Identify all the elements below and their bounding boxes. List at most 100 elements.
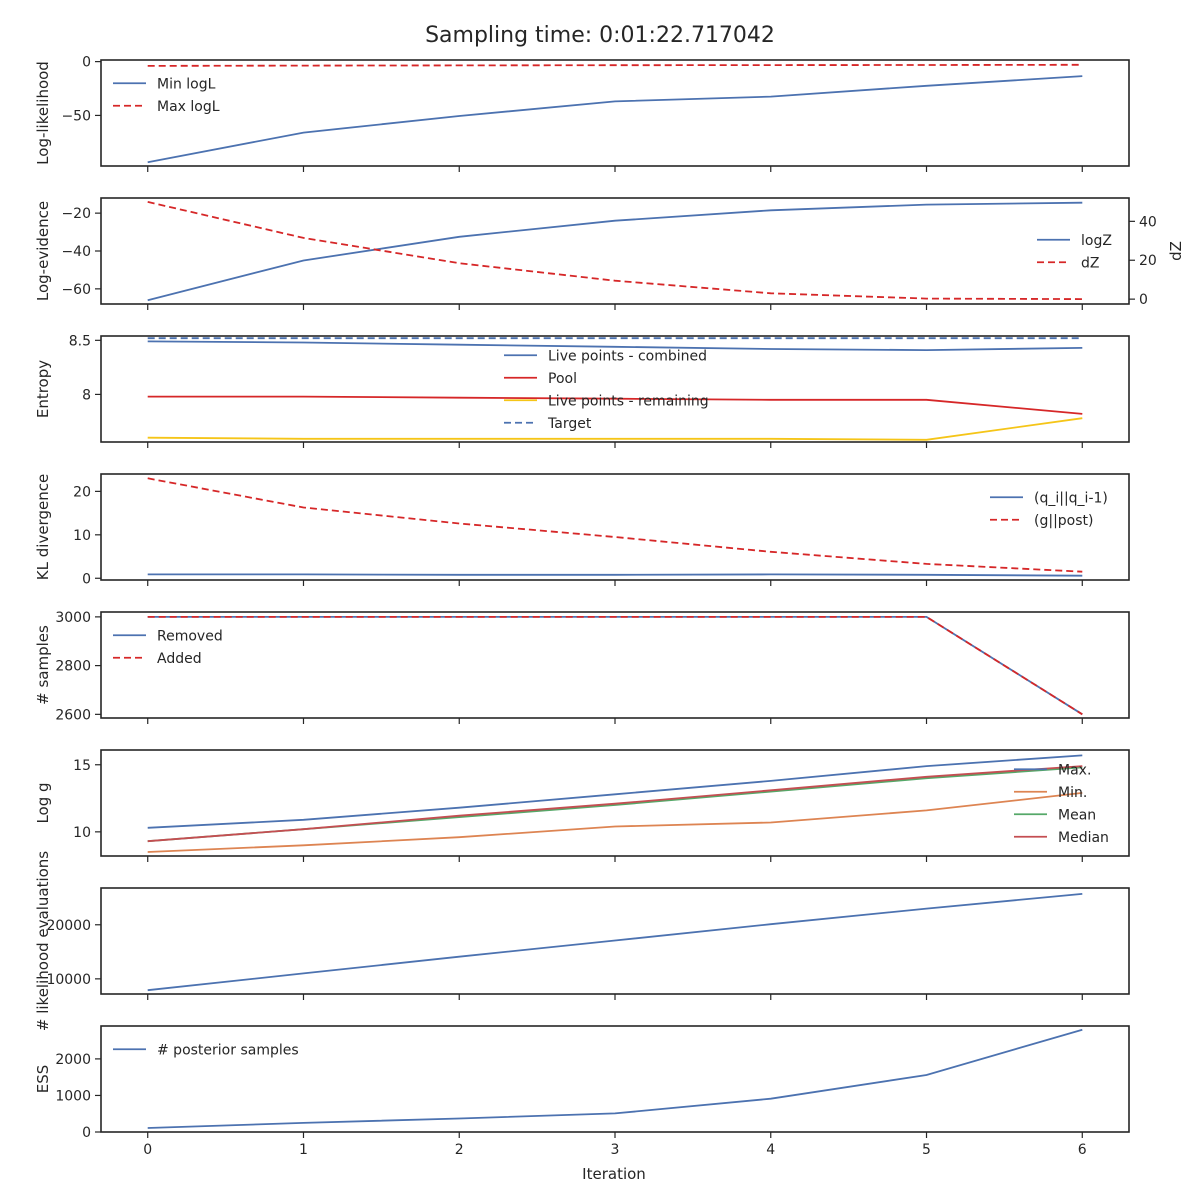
x-tick-label: 6	[1078, 1142, 1087, 1158]
series-group	[147, 201, 1083, 302]
legend-label: Added	[157, 651, 202, 667]
plot-frame	[100, 473, 1130, 581]
x-axis-label: Iteration	[582, 1165, 646, 1183]
panel-3: 20 10 0 KL divergence (q_i||q_i-1) (g||post)	[34, 473, 1130, 587]
y-tick-label: 8.5	[69, 333, 91, 349]
plot-area	[101, 474, 1129, 580]
panel-6: 20000 10000# likelihood evaluations	[34, 851, 1130, 1031]
plot-frame	[100, 1025, 1130, 1133]
series-group	[147, 63, 1083, 164]
plot-area	[101, 612, 1129, 718]
series-group	[147, 337, 1083, 441]
y2-tick-label: 40	[1139, 214, 1157, 230]
plot-frame	[100, 335, 1130, 443]
y-tick-label: 0	[82, 55, 91, 71]
y-axis-label: ESS	[34, 1065, 52, 1094]
series-line-0	[147, 754, 1083, 829]
series-line-3	[147, 765, 1083, 843]
legend: Live points - combined Pool Live points - …	[504, 348, 709, 432]
legend-label: Target	[547, 416, 592, 432]
series-line-0	[147, 340, 1083, 352]
y-axis-label: Entropy	[34, 360, 52, 418]
plot-frame	[100, 611, 1130, 719]
plot-frame	[100, 197, 1130, 305]
y-tick-label: 15	[73, 758, 91, 774]
y-tick-label: −40	[61, 244, 91, 260]
legend: logZ dZ	[1037, 233, 1112, 271]
y-tick-label: 2000	[55, 1052, 91, 1068]
legend-label: Min logL	[157, 76, 216, 92]
y-tick-label: 1000	[55, 1088, 91, 1104]
y-axis-label: Log-evidence	[34, 201, 52, 301]
legend-label: (q_i||q_i-1)	[1034, 490, 1108, 506]
plot-area	[101, 1026, 1129, 1132]
y-axis-label: KL divergence	[34, 474, 52, 580]
series-line-1	[147, 792, 1083, 853]
legend: Max. Min. Mean Median	[1014, 762, 1109, 846]
x-tick-label: 5	[922, 1142, 931, 1158]
y-axis-label: Log g	[34, 782, 52, 823]
y-tick-label: 0	[82, 1125, 91, 1141]
x-tick-label: 1	[299, 1142, 308, 1158]
legend: # posterior samples	[113, 1042, 299, 1058]
y2-axis-label: dZ	[1167, 241, 1185, 261]
legend: Min logL Max logL	[113, 76, 220, 115]
y2-tick-label: 0	[1139, 292, 1148, 308]
series-group	[147, 1028, 1083, 1129]
legend: Removed Added	[113, 628, 223, 667]
figure-title: Sampling time: 0:01:22.717042	[425, 23, 775, 48]
y-axis-label: # likelihood evaluations	[34, 851, 52, 1031]
legend-label: Mean	[1058, 807, 1096, 823]
plot-area	[101, 336, 1129, 442]
x-tick-label: 2	[455, 1142, 464, 1158]
y-tick-label: −50	[61, 108, 91, 124]
y-tick-label: 20000	[46, 918, 91, 934]
legend-label: Live points - remaining	[548, 393, 709, 409]
series-group	[147, 616, 1083, 716]
x-tick-label: 4	[766, 1142, 775, 1158]
panel-4: 3000 2800 2600# samples Removed Added	[34, 610, 1130, 724]
y-tick-label: −20	[61, 206, 91, 222]
series-line-1	[147, 201, 1083, 301]
panel-7: 0 1 2 3 4 5 6 2000 1000 0 ESS # posterior samples	[34, 1025, 1130, 1158]
y-tick-label: 20	[73, 484, 91, 500]
legend-label: dZ	[1081, 255, 1099, 271]
legend-label: Median	[1058, 830, 1109, 846]
y-tick-label: 3000	[55, 610, 91, 626]
plot-frame	[100, 887, 1130, 995]
legend-label: logZ	[1081, 233, 1112, 249]
y-tick-label: 10	[73, 528, 91, 544]
series-line-2	[147, 417, 1083, 441]
x-tick-label: 0	[143, 1142, 152, 1158]
series-group	[147, 477, 1083, 577]
y-tick-label: 0	[82, 571, 91, 587]
panel-0: 0 −50 Log-likelihood Min logL Max logL	[34, 55, 1130, 172]
legend-label: Max.	[1058, 762, 1091, 778]
x-tick-label: 3	[611, 1142, 620, 1158]
legend-label: Min.	[1058, 785, 1087, 801]
series-line-1	[147, 395, 1083, 415]
series-line-1	[147, 616, 1083, 716]
plot-area	[101, 60, 1129, 166]
legend-label: Pool	[548, 371, 577, 387]
legend-label: Max logL	[157, 99, 220, 115]
legend-label: Live points - combined	[548, 348, 707, 364]
series-line-0	[147, 201, 1083, 302]
series-group	[147, 754, 1083, 853]
panel-1: −20 −40 −60 40 20 0 dZ Log-evidence logZ dZ	[34, 197, 1185, 310]
series-line-1	[147, 477, 1083, 573]
series-line-0	[147, 893, 1083, 992]
series-line-0	[147, 75, 1083, 164]
y-axis-label: # samples	[34, 625, 52, 705]
series-line-0	[147, 1028, 1083, 1129]
y-tick-label: 8	[82, 387, 91, 403]
legend-label: (g||post)	[1034, 513, 1093, 529]
panel-5: 15 10 Log g Max. Min. Mean Median	[34, 749, 1130, 862]
series-line-0	[147, 573, 1083, 577]
y-tick-label: 2800	[55, 659, 91, 675]
y-tick-label: −60	[61, 282, 91, 298]
y-axis-label: Log-likelihood	[34, 61, 52, 165]
y2-tick-label: 20	[1139, 253, 1157, 269]
